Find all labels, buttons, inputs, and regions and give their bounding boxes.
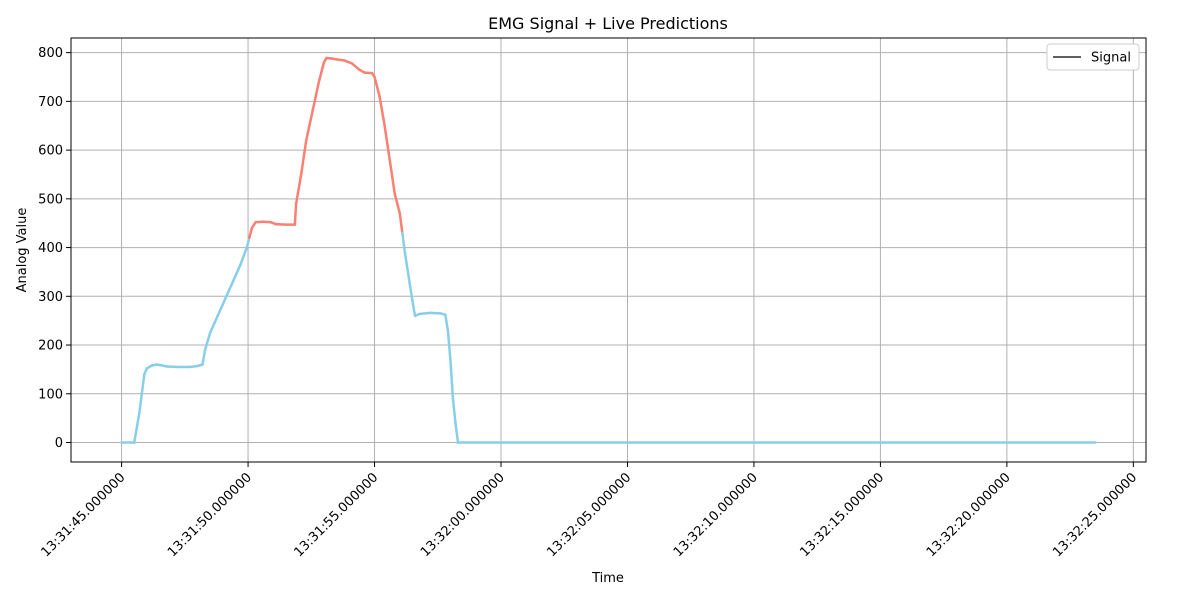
signal-segment-high [294, 173, 303, 205]
signal-segment-low [451, 397, 457, 425]
y-axis-label: Analog Value [15, 208, 30, 293]
signal-segment-low [216, 297, 227, 318]
y-tick-label: 800 [38, 46, 63, 61]
signal-segment-high [299, 139, 308, 176]
y-tick-label: 700 [38, 95, 63, 110]
signal-segment-low [446, 329, 452, 361]
signal-segment-high [373, 75, 381, 98]
signal-segment-low [454, 421, 460, 444]
y-tick-label: 100 [38, 387, 63, 402]
signal-segment-low [208, 314, 219, 335]
plot-frame [70, 37, 1147, 463]
signal-segment-high [248, 226, 254, 240]
signal-segment-low [132, 426, 139, 444]
y-tick-label: 600 [38, 144, 63, 159]
legend-label: Signal [1091, 51, 1131, 66]
signal-segment-low [140, 373, 146, 396]
legend: Signal [1046, 43, 1140, 71]
y-tick-label: 200 [38, 339, 63, 354]
signal-segment-low [203, 331, 212, 352]
y-tick-label: 0 [55, 436, 63, 451]
signal-segment-low [155, 363, 169, 368]
y-axis: 0 100 200 300 400 500 600 700 800 [38, 46, 71, 451]
signal-segment-low [138, 392, 144, 415]
signal-segment-high [335, 58, 346, 62]
signal-segment-high [388, 158, 397, 196]
signal-segment-low [444, 313, 450, 332]
signal-segment-high [311, 80, 321, 113]
signal-segment-high [293, 202, 298, 226]
signal-segment-low [245, 236, 251, 249]
signal-segment-high [342, 59, 354, 65]
signal-line [120, 56, 1097, 444]
y-tick-label: 500 [38, 192, 63, 207]
signal-segment-low [401, 231, 407, 254]
signal-segment-low [418, 311, 432, 316]
signal-segment-high [383, 124, 391, 162]
signal-segment-low [449, 358, 455, 400]
legend-box [1046, 43, 1140, 71]
signal-segment-low [403, 251, 410, 279]
signal-segment-low [135, 412, 141, 430]
y-tick-label: 300 [38, 290, 63, 305]
signal-segment-high [304, 109, 314, 142]
y-tick-label: 400 [38, 241, 63, 256]
signal-segment-high [393, 192, 402, 215]
signal-segment-low [239, 246, 249, 266]
signal-segment-low [201, 348, 207, 366]
signal-segment-high [378, 95, 386, 127]
chart-title: EMG Signal + Live Predictions [488, 14, 728, 33]
signal-segment-low [224, 280, 235, 300]
signal-segment-low [407, 275, 414, 303]
signal-segment-low [231, 263, 242, 283]
signal-segment-low [411, 299, 417, 318]
signal-segment-high [350, 62, 361, 71]
signal-segment-low [188, 364, 199, 369]
signal-segment-high [398, 212, 404, 235]
signal-segment-high [317, 61, 326, 84]
x-axis-label: Time [591, 571, 624, 586]
